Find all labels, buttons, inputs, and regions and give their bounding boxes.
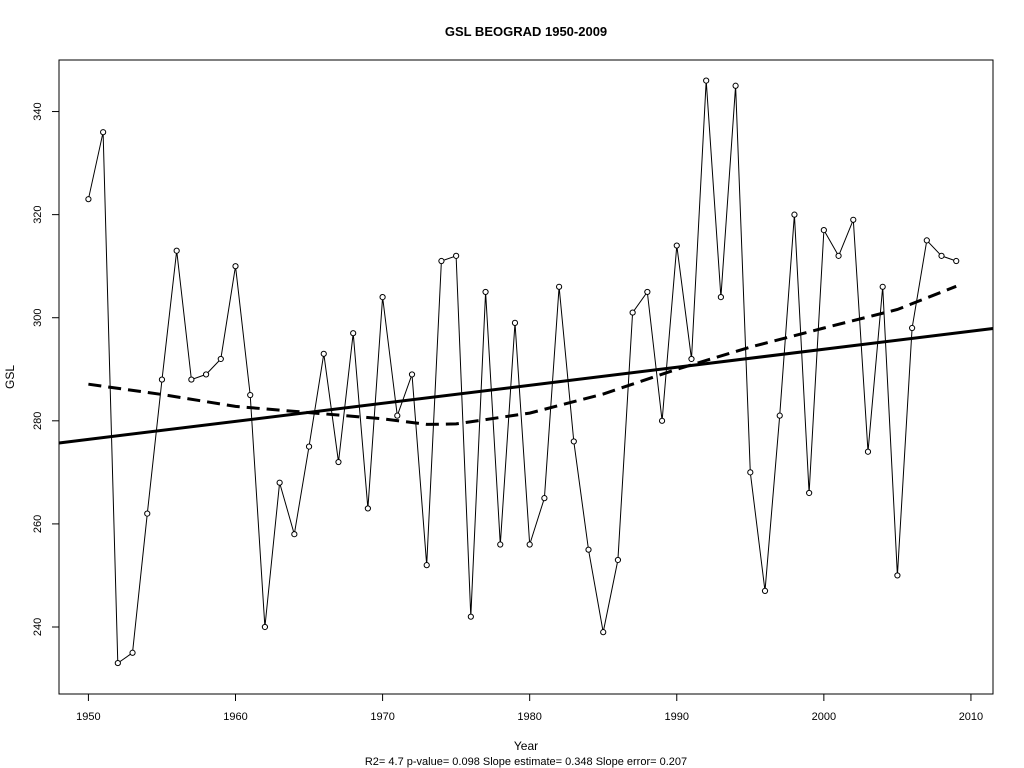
data-point — [644, 288, 651, 296]
data-point — [364, 505, 371, 512]
data-point — [614, 556, 622, 564]
data-point — [658, 417, 666, 424]
data-point — [350, 330, 357, 337]
data-point — [938, 252, 945, 259]
data-point — [335, 458, 342, 466]
data-point — [570, 438, 577, 445]
y-tick-label: 280 — [32, 412, 44, 430]
data-point — [232, 263, 239, 270]
data-point — [261, 623, 269, 631]
data-point — [453, 252, 460, 259]
data-point — [688, 355, 695, 363]
data-point — [217, 355, 224, 363]
data-point — [526, 541, 533, 548]
y-tick-label: 240 — [32, 618, 44, 636]
data-point — [850, 216, 857, 223]
x-axis-label: Year — [514, 739, 538, 753]
series-layer — [58, 77, 994, 667]
data-point — [673, 242, 680, 249]
data-point — [747, 469, 754, 476]
y-tick-label: 320 — [32, 205, 44, 223]
data-point — [100, 129, 107, 136]
x-tick-label: 1970 — [370, 711, 394, 723]
data-point — [467, 613, 474, 620]
data-point — [85, 196, 92, 203]
data-point — [394, 412, 401, 419]
data-point — [791, 211, 798, 218]
data-point — [276, 479, 283, 486]
data-point — [202, 371, 210, 378]
data-point — [600, 629, 607, 636]
data-point — [438, 257, 445, 265]
y-tick-label: 340 — [32, 102, 44, 120]
data-point — [173, 247, 180, 254]
data-point — [247, 391, 254, 399]
data-point — [511, 319, 519, 326]
data-point — [158, 376, 166, 383]
data-point — [820, 226, 827, 234]
data-point — [717, 294, 724, 301]
data-point — [585, 546, 592, 553]
x-axis: 1950 1960 1970 1980 1990 2000 2010 — [76, 694, 983, 723]
data-point — [894, 572, 901, 579]
data-point — [129, 649, 136, 656]
y-axis-label: GSL — [3, 365, 17, 389]
data-point — [923, 237, 930, 244]
linear-trend-line — [58, 327, 994, 445]
y-tick-label: 260 — [32, 515, 44, 533]
data-point — [953, 257, 960, 265]
observed-series-line — [87, 80, 957, 665]
data-point — [806, 489, 813, 497]
data-point — [408, 371, 416, 378]
data-point — [864, 448, 872, 455]
data-point — [482, 288, 489, 296]
data-point — [379, 294, 386, 301]
plot-frame — [58, 59, 994, 695]
data-point — [909, 324, 916, 332]
data-point — [305, 443, 313, 450]
data-point — [776, 412, 783, 419]
y-tick-label: 300 — [32, 309, 44, 327]
data-point — [291, 531, 298, 538]
x-tick-label: 2000 — [812, 711, 836, 723]
data-point — [497, 541, 504, 548]
data-point — [879, 283, 886, 290]
data-point — [320, 350, 327, 357]
x-tick-label: 2010 — [959, 711, 983, 723]
data-point — [541, 495, 548, 502]
x-tick-label: 1980 — [517, 711, 541, 723]
chart-title: GSL BEOGRAD 1950-2009 — [445, 24, 607, 39]
data-point — [732, 82, 739, 89]
data-point — [835, 252, 842, 259]
x-tick-label: 1990 — [665, 711, 689, 723]
x-tick-label: 1950 — [76, 711, 100, 723]
data-point — [703, 77, 710, 84]
data-point — [629, 309, 636, 316]
data-point — [144, 510, 151, 517]
smoothed-trend-line — [88, 284, 957, 426]
data-point — [423, 562, 430, 569]
regression-stats: R2= 4.7 p-value= 0.098 Slope estimate= 0… — [365, 756, 687, 768]
x-tick-label: 1960 — [223, 711, 247, 723]
y-axis: 240 260 280 300 320 340 — [32, 102, 59, 636]
data-point — [555, 283, 563, 290]
data-point — [114, 659, 121, 667]
data-point — [761, 587, 769, 595]
data-point — [188, 376, 195, 383]
